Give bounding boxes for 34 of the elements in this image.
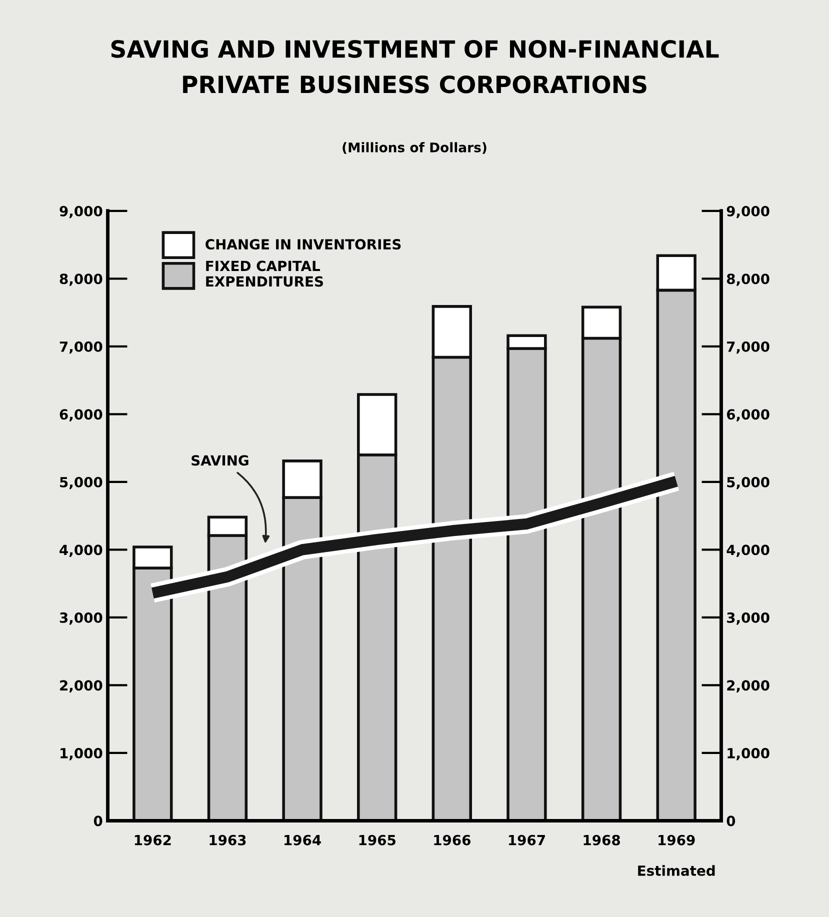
- y-tick-label: 7,000: [60, 341, 102, 354]
- y2-tick-label: 9,000: [726, 206, 770, 218]
- y2-tick-label: 1,000: [728, 748, 770, 760]
- x-tick-label: 1963: [210, 834, 246, 846]
- y2-tick-label: 7,000: [727, 341, 770, 354]
- y2-tick-label: 6,000: [726, 409, 770, 422]
- chart-subtitle: (Millions of Dollars): [342, 142, 486, 154]
- y2-tick-label: 5,000: [727, 476, 770, 490]
- y-tick-label: 9,000: [60, 206, 102, 218]
- y-tick-label: 0: [94, 816, 102, 826]
- x-tick-label: 1964: [284, 834, 321, 846]
- text: Estimated: [638, 865, 715, 876]
- y-tick-label: 6,000: [60, 409, 102, 422]
- x-tick-label: 1965: [359, 834, 396, 846]
- legend-label: FIXED CAPITAL EXPENDITURES: [206, 260, 323, 287]
- x-tick-label: 1967: [508, 834, 545, 846]
- y2-tick-label: 8,000: [726, 274, 770, 286]
- y-tick-label: 8,000: [60, 274, 102, 286]
- y2-tick-label: 0: [726, 816, 736, 826]
- y2-tick-label: 2,000: [727, 680, 770, 692]
- y2-tick-label: 4,000: [726, 544, 770, 557]
- legend-label: CHANGE IN INVENTORIES: [206, 239, 401, 250]
- chart-title: SAVING AND INVESTMENT OF NON-FINANCIAL PRIVATE BUSINESS CORPORATIONS: [111, 40, 719, 94]
- x-tick-label: 1962: [134, 834, 171, 846]
- y-tick-label: 5,000: [60, 476, 102, 490]
- x-tick-label: 1969: [658, 834, 695, 846]
- x-tick-label: 1968: [584, 834, 620, 846]
- y-tick-label: 4,000: [60, 544, 102, 557]
- y-tick-label: 1,000: [60, 748, 102, 760]
- x-tick-label: 1966: [434, 834, 470, 846]
- y-tick-label: 2,000: [60, 680, 102, 692]
- text: SAVING: [192, 455, 248, 466]
- y2-tick-label: 3,000: [727, 612, 770, 625]
- y-tick-label: 3,000: [60, 612, 102, 625]
